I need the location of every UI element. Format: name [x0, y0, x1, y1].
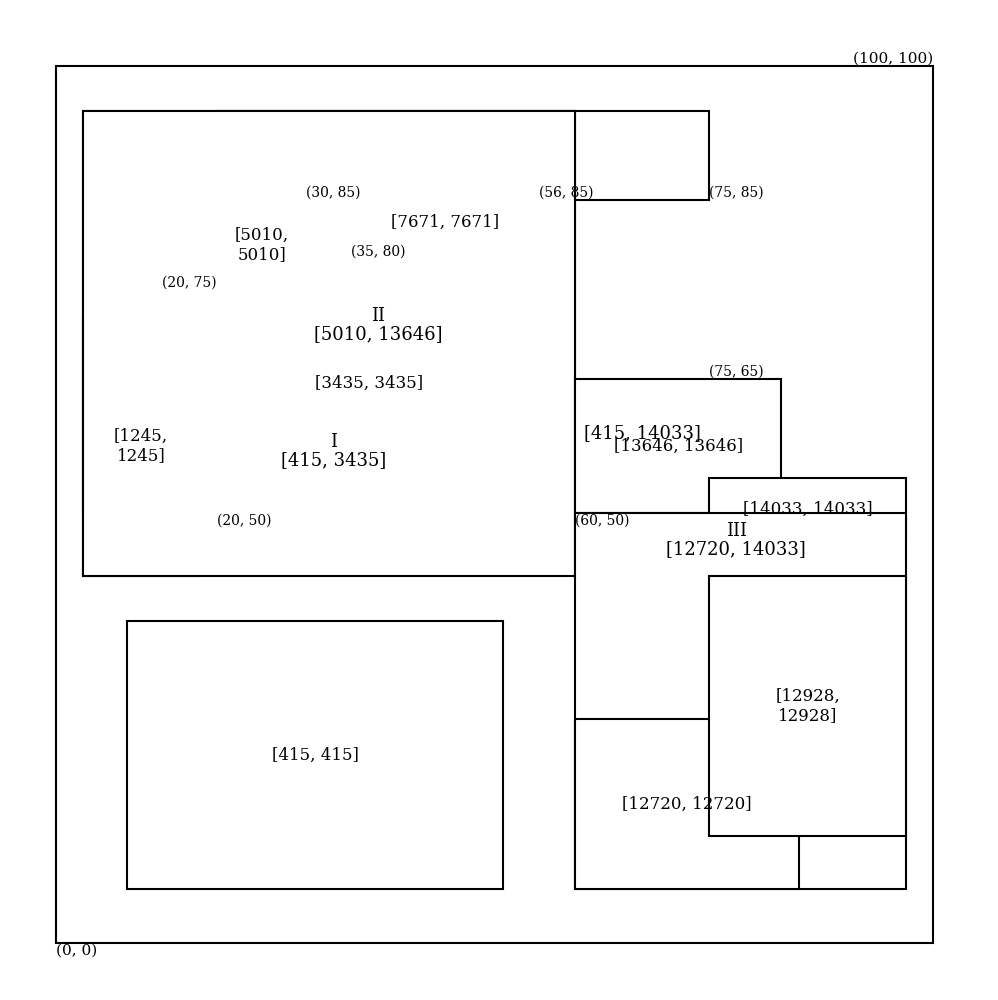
Text: (0, 0): (0, 0) [56, 943, 97, 957]
Text: I: I [330, 433, 337, 451]
Text: [13646, 13646]: [13646, 13646] [614, 438, 743, 455]
Bar [351, 200, 539, 245]
Text: (56, 85): (56, 85) [539, 186, 594, 200]
Bar [575, 513, 906, 889]
Text: [5010, 13646]: [5010, 13646] [313, 325, 442, 343]
Bar [217, 111, 710, 200]
Text: (75, 85): (75, 85) [710, 186, 764, 200]
Text: [415, 415]: [415, 415] [272, 747, 359, 764]
Text: II: II [371, 307, 385, 325]
Text: [12720, 12720]: [12720, 12720] [622, 796, 751, 813]
Bar [128, 621, 503, 889]
Text: [415, 14033]: [415, 14033] [584, 424, 701, 442]
Text: [415, 3435]: [415, 3435] [280, 451, 386, 469]
Text: (20, 50): (20, 50) [217, 513, 271, 527]
Bar [83, 316, 199, 576]
Text: [12928,
12928]: [12928, 12928] [775, 688, 840, 724]
Text: (60, 50): (60, 50) [575, 513, 630, 527]
Text: (100, 100): (100, 100) [853, 52, 933, 66]
Text: (75, 65): (75, 65) [710, 365, 764, 379]
Bar [575, 719, 799, 889]
Bar [235, 316, 503, 451]
Bar [83, 111, 575, 513]
Bar [710, 576, 906, 836]
Bar [575, 379, 781, 513]
Text: (35, 80): (35, 80) [351, 245, 406, 259]
Text: [1245,
1245]: [1245, 1245] [114, 428, 168, 465]
Bar [710, 478, 906, 540]
Bar [217, 200, 306, 290]
Text: [12720, 14033]: [12720, 14033] [667, 540, 806, 558]
Bar [83, 111, 575, 576]
Text: III: III [726, 522, 747, 540]
Text: [7671, 7671]: [7671, 7671] [391, 214, 499, 231]
Text: (30, 85): (30, 85) [306, 186, 361, 200]
Text: [3435, 3435]: [3435, 3435] [315, 375, 423, 392]
Text: (20, 75): (20, 75) [163, 276, 217, 290]
Text: [14033, 14033]: [14033, 14033] [744, 500, 872, 517]
Text: [5010,
5010]: [5010, 5010] [235, 227, 288, 263]
